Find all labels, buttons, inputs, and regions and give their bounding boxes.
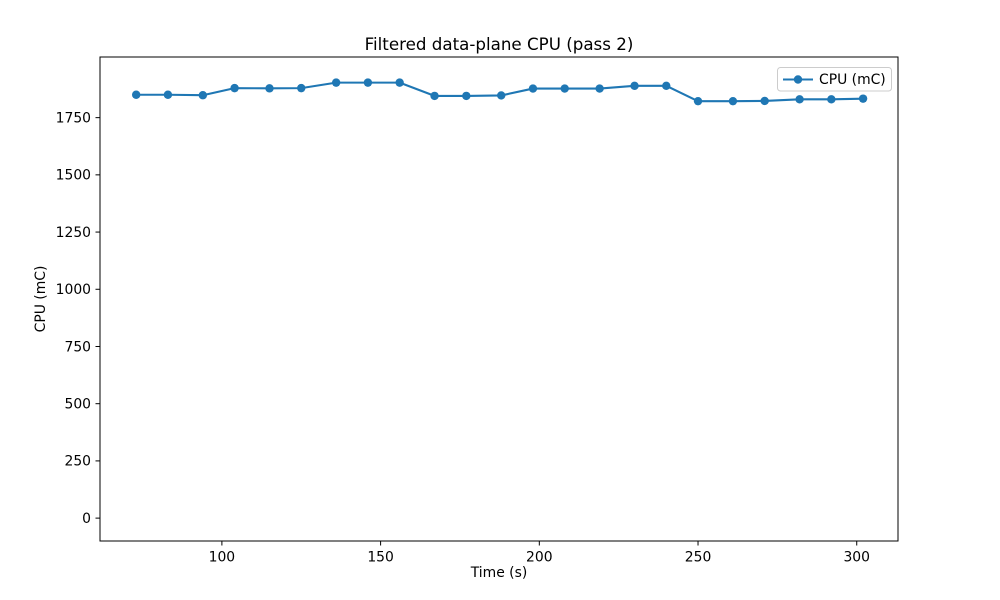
data-point-marker: [131, 90, 141, 99]
y-tick-label: 250: [64, 454, 91, 470]
data-point-marker: [265, 84, 274, 93]
data-series: [131, 78, 868, 106]
data-point-marker: [163, 90, 173, 99]
x-tick-label: 150: [367, 550, 394, 566]
y-axis-ticks: 0 250 500 750 1000 1250 1500 1750: [56, 110, 100, 527]
y-tick-label: 1500: [56, 168, 91, 184]
data-point-marker: [297, 83, 306, 93]
legend-marker-icon: [793, 75, 803, 84]
y-tick-label: 750: [64, 339, 91, 355]
y-tick-label: 1000: [56, 282, 91, 298]
data-point-marker: [827, 95, 836, 104]
legend-label: CPU (mC): [819, 72, 886, 88]
x-tick-label: 300: [843, 550, 870, 566]
data-point-marker: [462, 91, 471, 101]
data-point-marker: [630, 81, 639, 91]
y-tick-label: 500: [64, 396, 91, 412]
data-point-marker: [497, 91, 506, 100]
data-point-marker: [363, 78, 373, 87]
data-point-marker: [662, 81, 671, 91]
x-tick-label: 200: [526, 550, 553, 566]
data-point-marker: [595, 84, 604, 93]
legend: CPU (mC): [777, 67, 892, 92]
x-tick-label: 100: [209, 550, 236, 566]
x-axis-ticks: 100 150 200 250 300: [209, 541, 870, 566]
data-point-marker: [198, 91, 208, 100]
data-point-marker: [331, 78, 341, 87]
data-point-marker: [395, 78, 404, 87]
data-point-marker: [528, 84, 538, 93]
x-tick-label: 250: [685, 550, 712, 566]
data-point-marker: [430, 91, 439, 101]
data-point-marker: [795, 95, 804, 104]
plot-border: [99, 56, 899, 542]
data-point-marker: [858, 94, 868, 103]
y-tick-label: 0: [82, 511, 91, 527]
chart-title: Filtered data-plane CPU (pass 2): [365, 34, 634, 54]
x-axis-label: Time (s): [470, 565, 528, 581]
data-point-marker: [760, 96, 769, 106]
legend-box: [777, 67, 892, 92]
y-tick-label: 1750: [56, 110, 91, 126]
data-point-marker: [560, 84, 569, 93]
y-axis-label: CPU (mC): [33, 266, 49, 333]
data-point-marker: [230, 83, 239, 93]
data-point-marker: [728, 96, 738, 106]
data-point-marker: [693, 96, 703, 106]
y-tick-label: 1250: [56, 225, 91, 241]
